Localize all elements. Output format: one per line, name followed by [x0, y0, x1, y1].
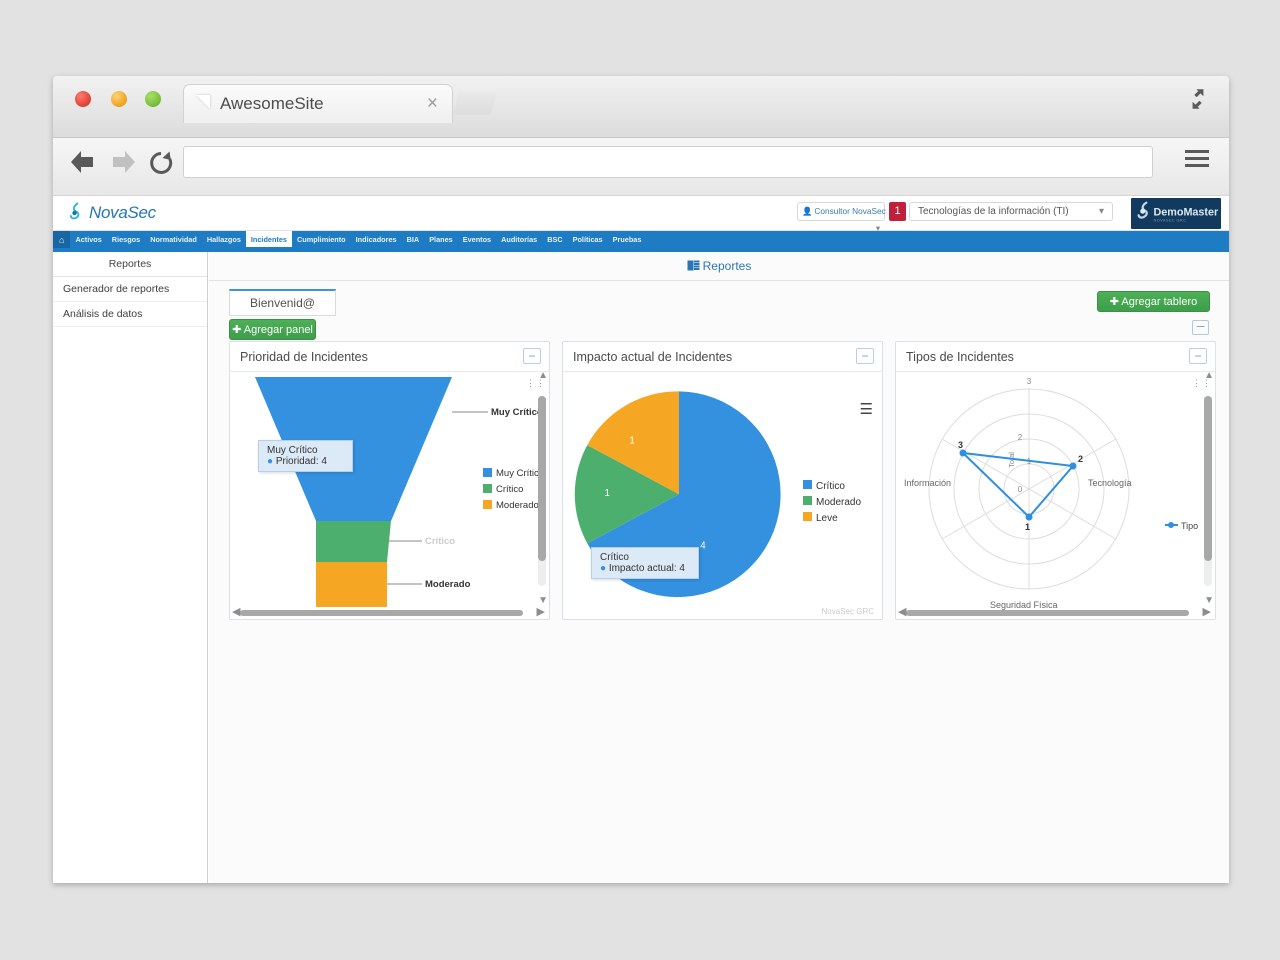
svg-text:Información: Información — [904, 478, 951, 488]
svg-text:3: 3 — [958, 440, 963, 450]
svg-text:Tipo: Tipo — [1181, 521, 1198, 531]
svg-text:1: 1 — [1025, 522, 1030, 532]
svg-text:2: 2 — [1078, 454, 1083, 464]
svg-text:NOVASEC GRC: NOVASEC GRC — [1154, 219, 1187, 223]
svg-text:3: 3 — [1027, 377, 1032, 386]
svg-text:Muy Crítico: Muy Crítico — [496, 468, 544, 479]
svg-text:2: 2 — [1018, 433, 1023, 442]
svg-text:Seguridad Física: Seguridad Física — [990, 600, 1058, 610]
svg-text:Muy Crítico: Muy Crítico — [491, 407, 543, 418]
svg-text:Moderado: Moderado — [496, 500, 539, 511]
svg-text:Crítico: Crítico — [496, 484, 523, 495]
svg-text:Moderado: Moderado — [425, 579, 471, 590]
svg-text:DemoMaster: DemoMaster — [1154, 206, 1220, 218]
svg-text:0: 0 — [1018, 485, 1023, 494]
svg-text:4: 4 — [700, 540, 706, 551]
svg-text:Tecnología: Tecnología — [1088, 478, 1132, 488]
svg-text:Crítico: Crítico — [425, 536, 455, 547]
svg-text:1: 1 — [629, 436, 634, 447]
svg-text:1: 1 — [604, 488, 609, 499]
